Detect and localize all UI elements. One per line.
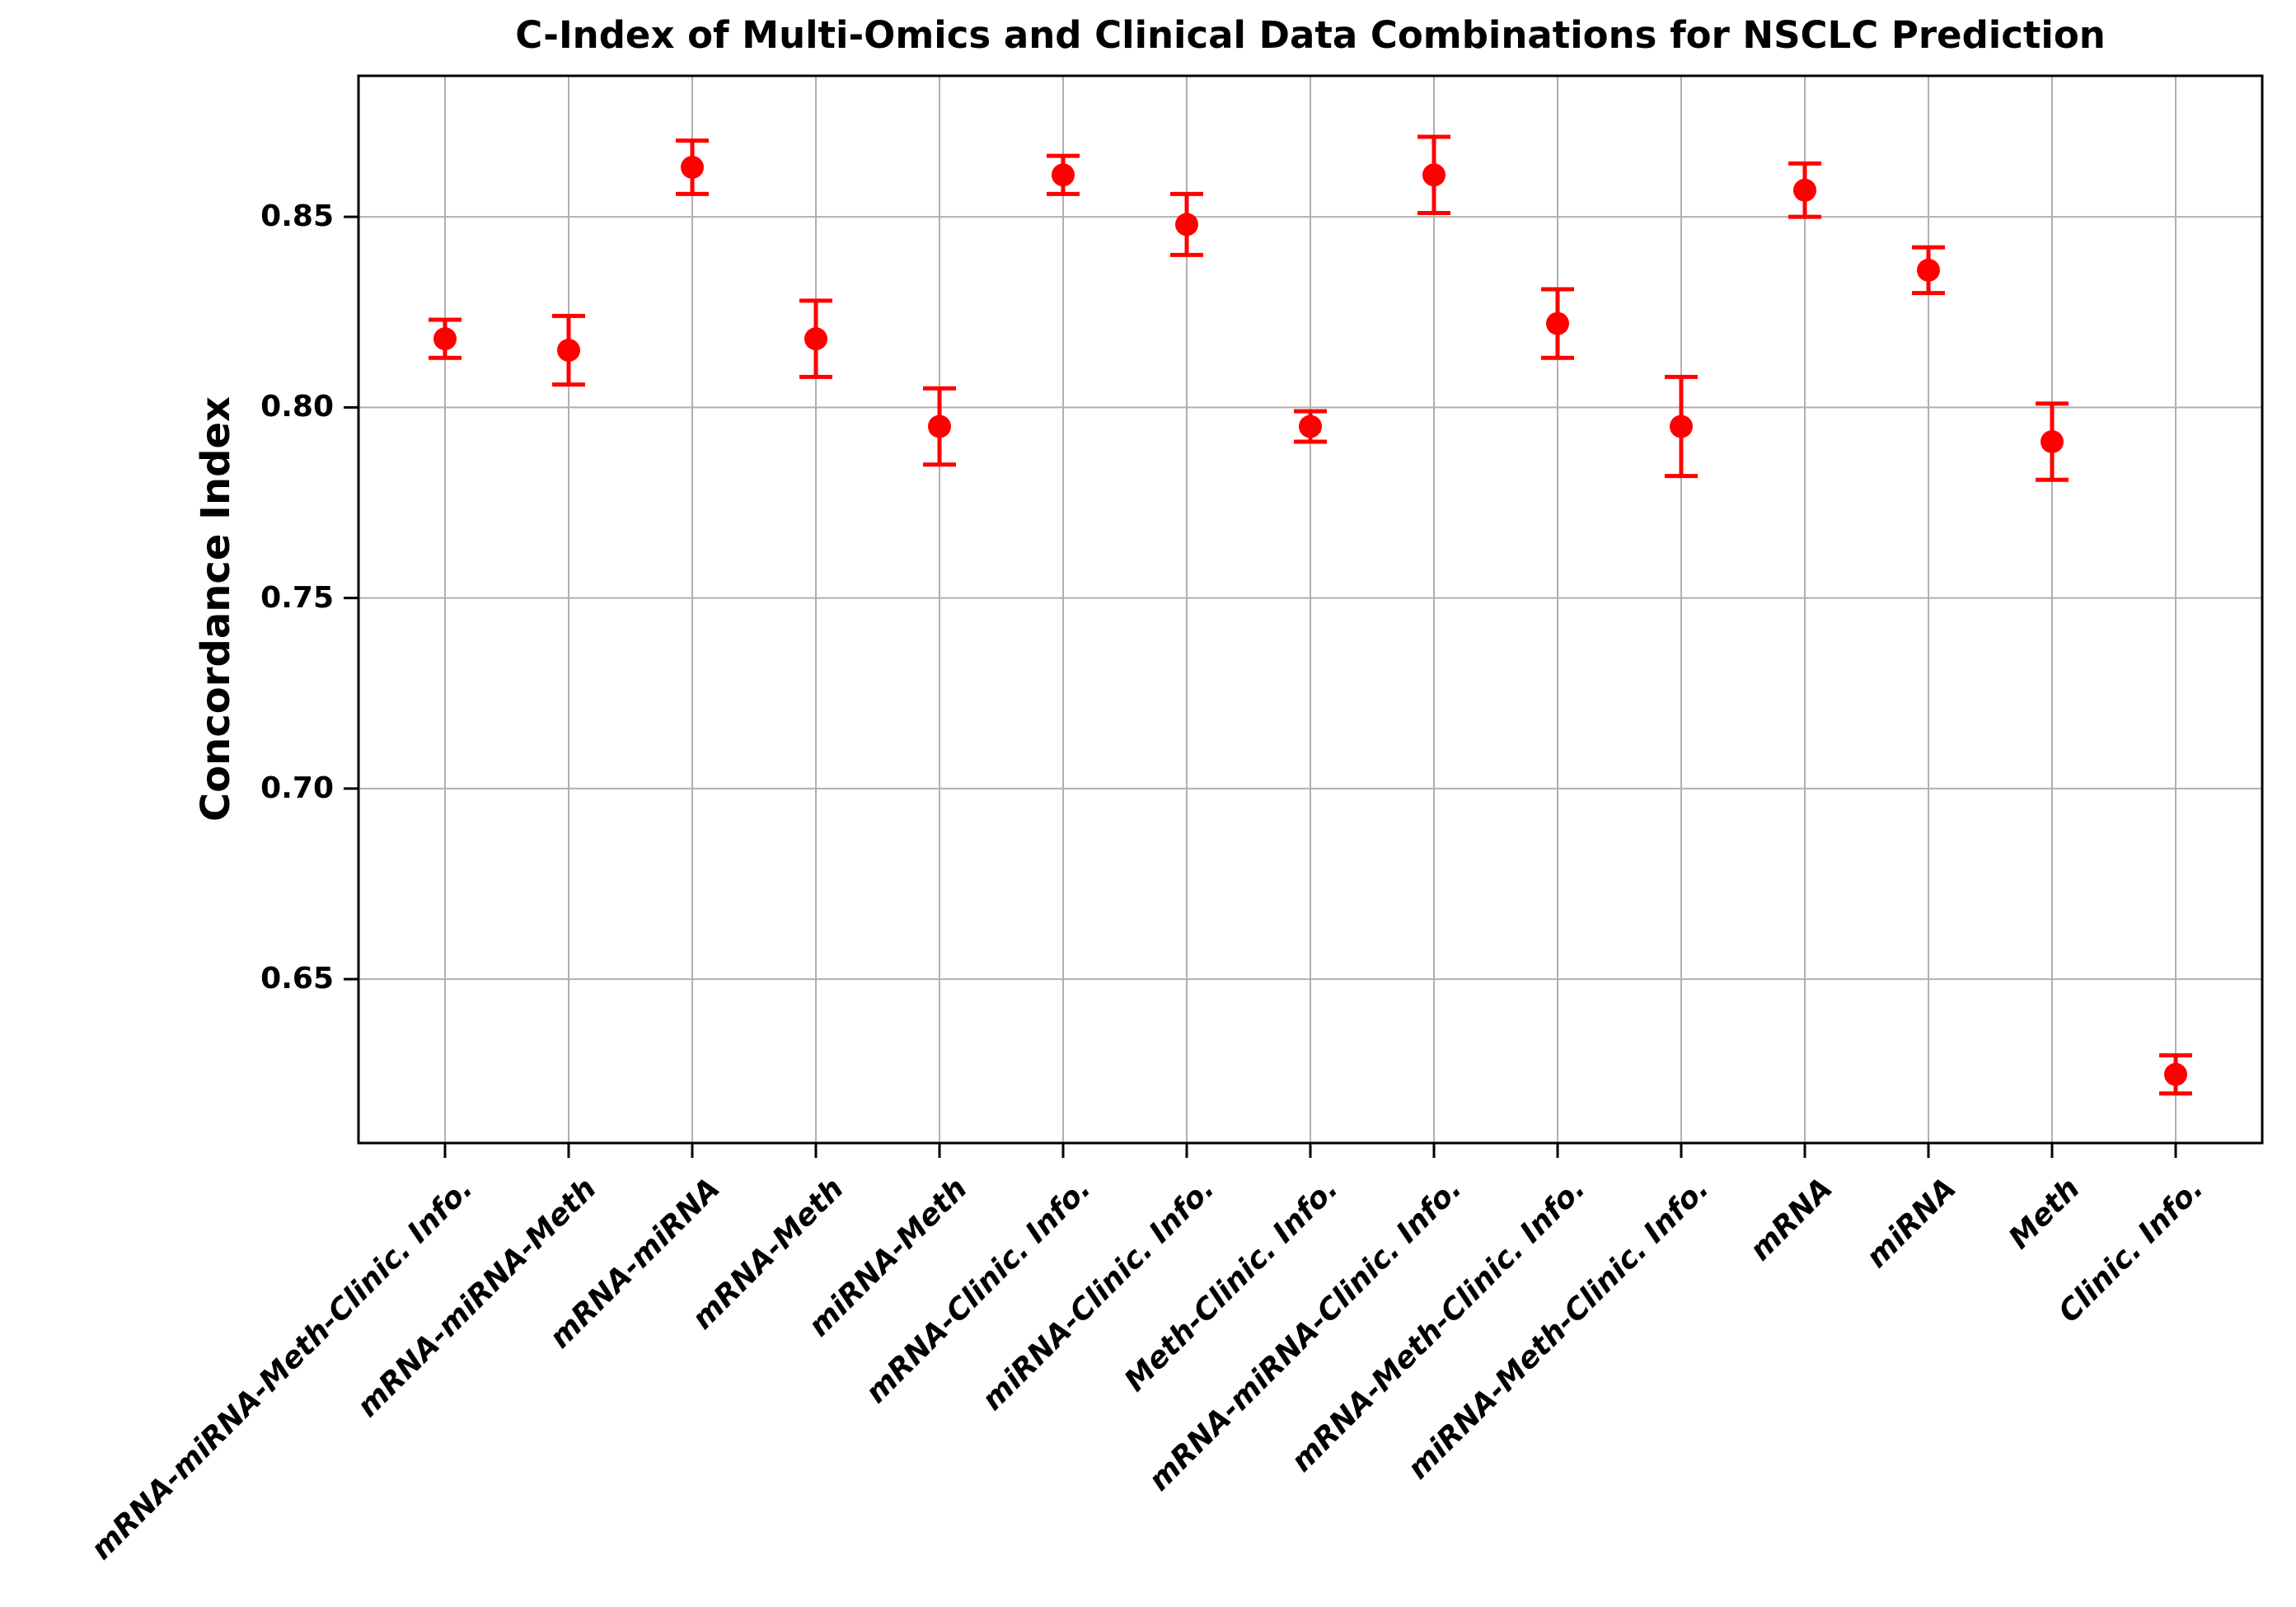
data-point-marker — [1422, 163, 1446, 187]
data-point-marker — [1175, 213, 1198, 237]
data-point-marker — [2164, 1062, 2187, 1086]
data-point-marker — [681, 156, 704, 179]
data-point-marker — [557, 339, 580, 362]
y-tick-label: 0.75 — [260, 580, 334, 615]
y-tick-label: 0.70 — [260, 771, 334, 805]
data-point-marker — [928, 415, 951, 438]
y-tick-label: 0.85 — [260, 199, 334, 234]
chart-title: C-Index of Multi-Omics and Clinical Data… — [515, 13, 2106, 57]
data-point-marker — [1917, 258, 1940, 282]
data-point-marker — [804, 327, 827, 351]
data-point-marker — [1793, 178, 1816, 202]
data-point-marker — [433, 327, 457, 351]
data-point-marker — [2041, 430, 2064, 453]
y-tick-label: 0.80 — [260, 390, 334, 424]
data-point-marker — [1299, 415, 1322, 438]
data-point-marker — [1546, 312, 1569, 335]
data-point-marker — [1052, 163, 1075, 187]
y-tick-label: 0.65 — [260, 962, 334, 996]
data-point-marker — [1670, 415, 1693, 438]
